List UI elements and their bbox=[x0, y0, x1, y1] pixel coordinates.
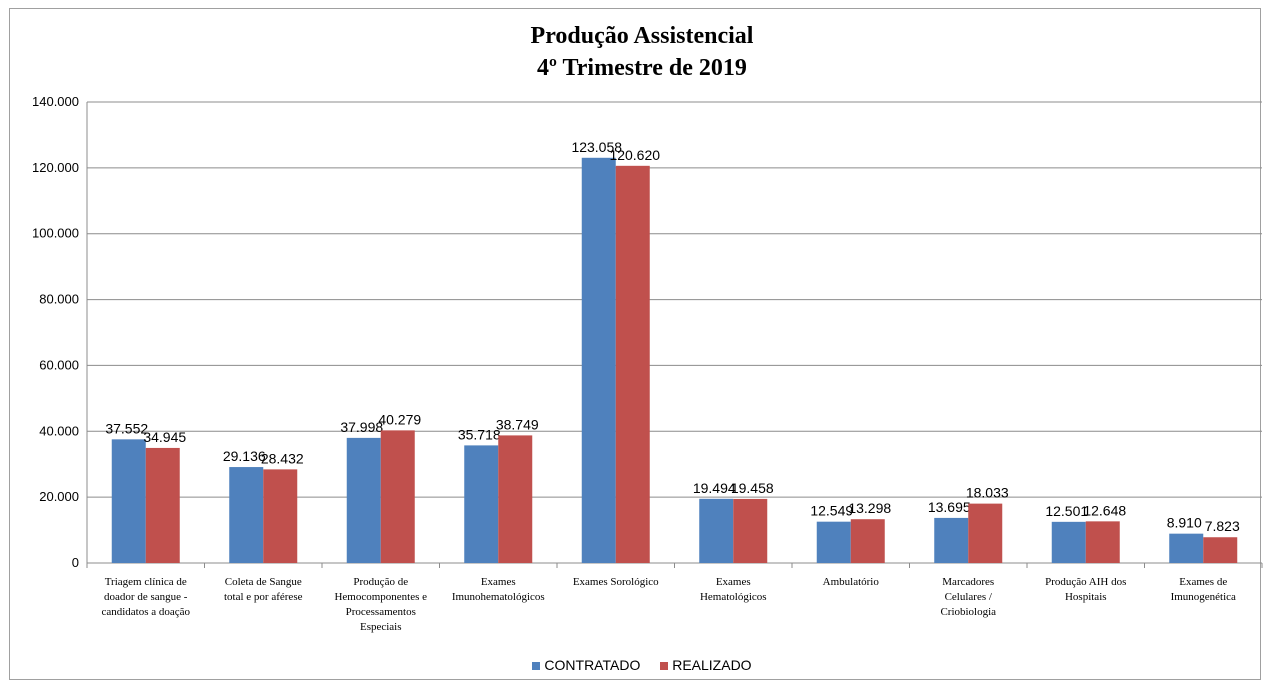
data-label: 12.648 bbox=[1083, 502, 1126, 518]
x-category-label: total e por aférese bbox=[224, 591, 303, 603]
x-category-label: Exames Sorológico bbox=[573, 576, 659, 588]
y-tick-label: 40.000 bbox=[39, 423, 79, 438]
legend: CONTRATADO REALIZADO bbox=[0, 657, 1266, 673]
bar-contratado bbox=[1051, 521, 1086, 563]
data-label: 13.298 bbox=[848, 500, 891, 516]
data-label: 13.695 bbox=[928, 499, 971, 515]
legend-item-contratado: CONTRATADO bbox=[532, 657, 640, 673]
data-label: 38.749 bbox=[496, 416, 539, 432]
y-tick-label: 120.000 bbox=[32, 160, 79, 175]
bar-contratado bbox=[464, 445, 499, 563]
data-label: 37.552 bbox=[105, 420, 148, 436]
data-label: 123.058 bbox=[571, 139, 622, 155]
chart-subtitle: 4º Trimestre de 2019 bbox=[537, 55, 747, 81]
bar-realizado bbox=[145, 447, 180, 563]
x-category-label: Hemocomponentes e bbox=[334, 591, 427, 603]
legend-item-realizado: REALIZADO bbox=[660, 657, 752, 673]
bar-contratado bbox=[346, 437, 381, 563]
data-label: 18.033 bbox=[966, 485, 1009, 501]
legend-swatch-realizado bbox=[660, 662, 669, 671]
data-label: 12.501 bbox=[1045, 503, 1088, 519]
x-category-label: Produção AIH dos bbox=[1045, 576, 1126, 588]
bar-realizado bbox=[850, 519, 885, 563]
data-label: 37.998 bbox=[340, 419, 383, 435]
bar-realizado bbox=[498, 435, 533, 563]
y-tick-label: 20.000 bbox=[39, 489, 79, 504]
x-category-label: Imunohematológicos bbox=[452, 591, 545, 603]
x-category-label: Hospitais bbox=[1065, 591, 1107, 603]
data-label: 29.136 bbox=[223, 448, 266, 464]
bar-contratado bbox=[1169, 533, 1204, 563]
x-category-label: Celulares / bbox=[945, 591, 993, 603]
x-category-label: Exames bbox=[716, 576, 751, 588]
y-tick-label: 0 bbox=[72, 555, 79, 570]
bar-contratado bbox=[934, 517, 969, 563]
x-category-label: Exames de bbox=[1179, 576, 1227, 588]
data-label: 34.945 bbox=[143, 429, 186, 445]
x-category-label: Produção de bbox=[353, 576, 408, 588]
x-category-label: candidatos a doação bbox=[101, 606, 190, 618]
x-category-label: Exames bbox=[481, 576, 516, 588]
data-label: 40.279 bbox=[378, 411, 421, 427]
x-category-label: Triagem clínica de bbox=[105, 576, 187, 588]
data-label: 35.718 bbox=[458, 426, 501, 442]
x-category-label: Hematológicos bbox=[700, 591, 767, 603]
data-label: 19.458 bbox=[731, 480, 774, 496]
data-label: 120.620 bbox=[609, 147, 660, 163]
x-category-label: Imunogenética bbox=[1171, 591, 1236, 603]
bar-contratado bbox=[111, 439, 146, 563]
legend-label-realizado: REALIZADO bbox=[672, 657, 752, 673]
y-tick-label: 60.000 bbox=[39, 357, 79, 372]
bar-contratado bbox=[816, 521, 851, 563]
bar-realizado bbox=[263, 469, 298, 563]
x-category-label: doador de sangue - bbox=[104, 591, 188, 603]
bar-realizado bbox=[1085, 521, 1120, 563]
bar-contratado bbox=[699, 498, 734, 563]
bar-contratado bbox=[229, 467, 264, 563]
legend-swatch-contratado bbox=[532, 662, 541, 671]
data-label: 28.432 bbox=[261, 450, 304, 466]
bar-realizado bbox=[733, 498, 768, 563]
bar-realizado bbox=[380, 430, 415, 563]
x-category-label: Especiais bbox=[360, 621, 402, 633]
data-label: 7.823 bbox=[1205, 518, 1240, 534]
y-tick-label: 80.000 bbox=[39, 292, 79, 307]
x-category-label: Coleta de Sangue bbox=[225, 576, 302, 588]
x-category-label: Marcadores bbox=[942, 576, 994, 588]
bar-realizado bbox=[615, 165, 650, 564]
data-label: 8.910 bbox=[1167, 515, 1202, 531]
y-tick-label: 100.000 bbox=[32, 226, 79, 241]
y-tick-label: 140.000 bbox=[32, 94, 79, 109]
data-label: 19.494 bbox=[693, 480, 736, 496]
data-label: 12.549 bbox=[810, 503, 853, 519]
x-category-label: Criobiologia bbox=[940, 606, 996, 618]
bar-contratado bbox=[581, 157, 616, 563]
x-category-label: Processamentos bbox=[346, 606, 416, 618]
chart-title-line1: Produção Assistencial bbox=[530, 23, 754, 49]
x-category-label: Ambulatório bbox=[823, 576, 880, 588]
bar-realizado bbox=[968, 503, 1003, 563]
chart-title: Produção Assistencial 4º Trimestre de 20… bbox=[0, 20, 1266, 84]
bar-realizado bbox=[1203, 537, 1238, 563]
legend-label-contratado: CONTRATADO bbox=[544, 657, 641, 673]
